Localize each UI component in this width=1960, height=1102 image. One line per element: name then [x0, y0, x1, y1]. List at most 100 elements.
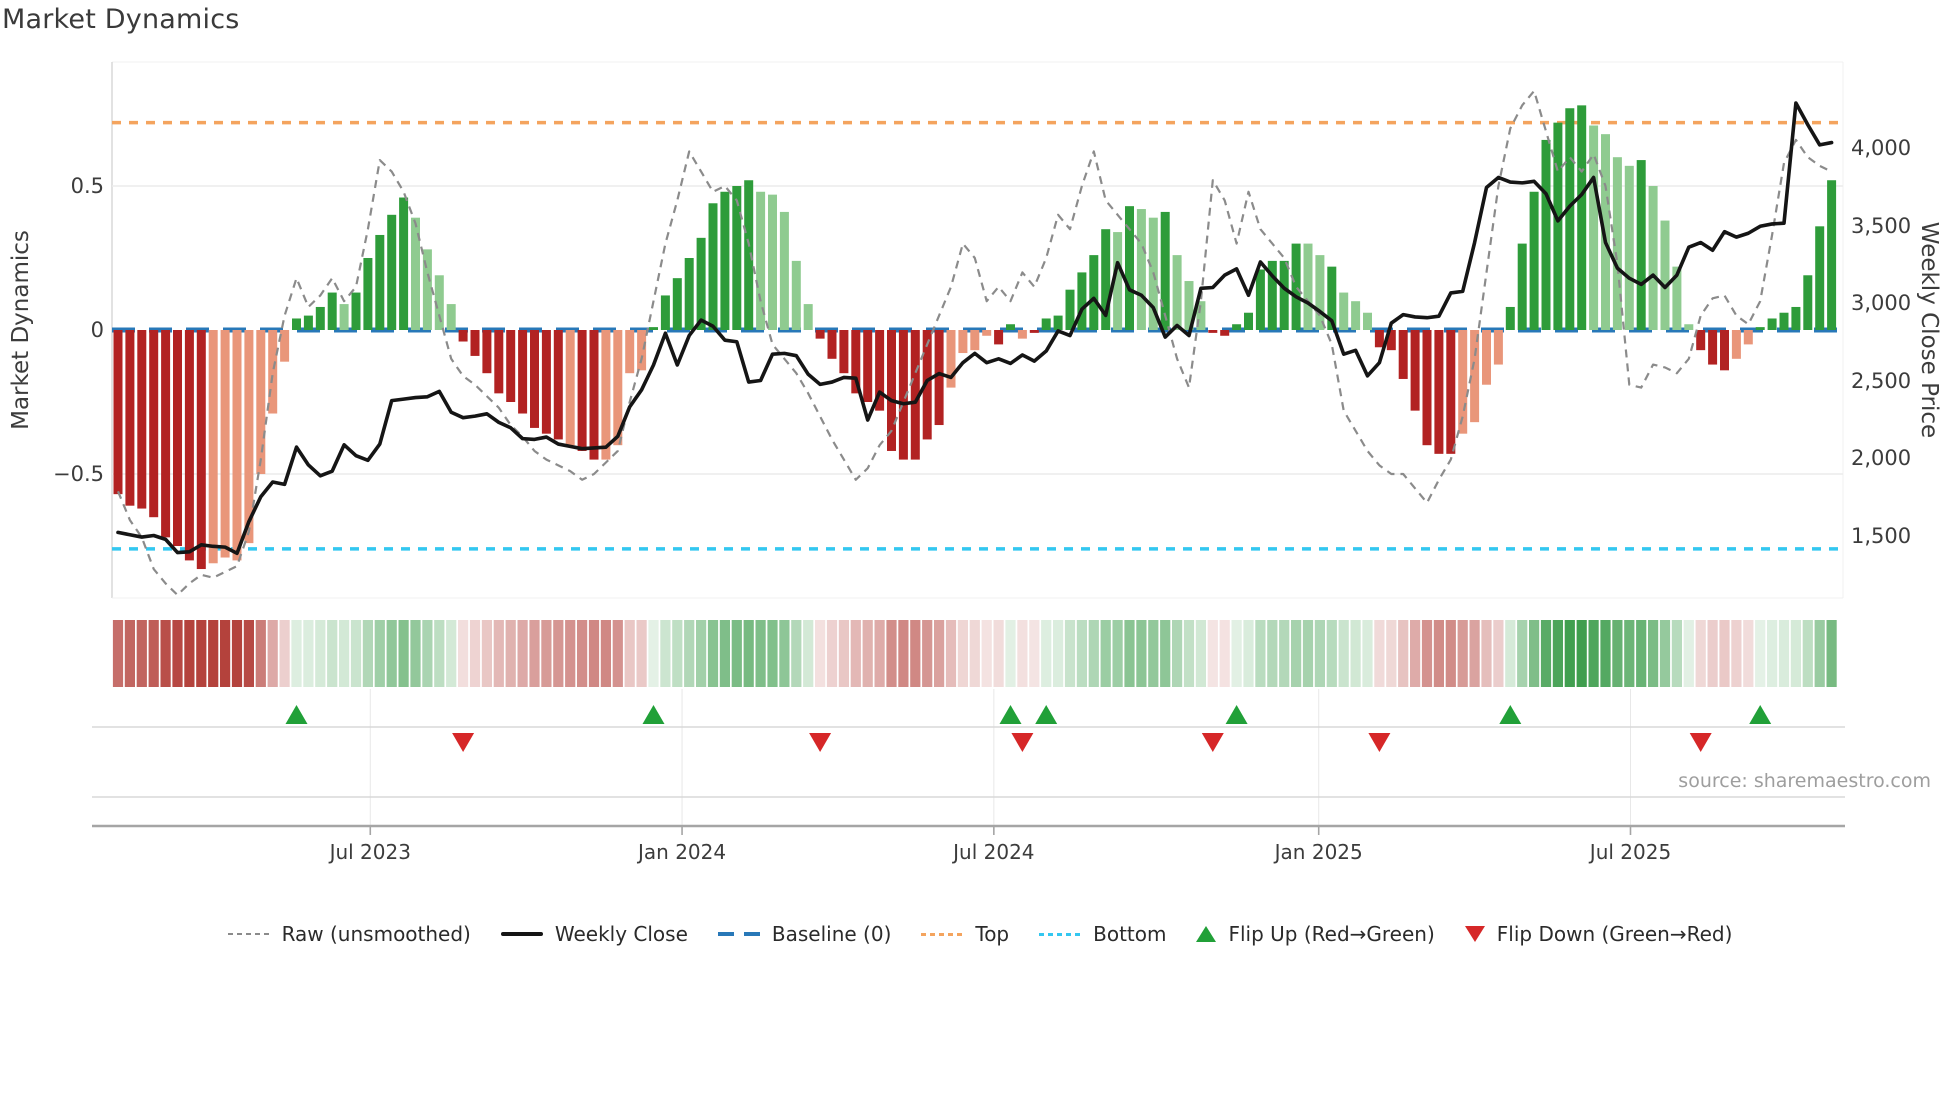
heatmap-cell	[1695, 620, 1706, 687]
legend-item-baseline: Baseline (0)	[717, 922, 891, 946]
oscillator-bar	[708, 203, 718, 330]
oscillator-bar	[1374, 330, 1384, 348]
oscillator-bar	[660, 295, 670, 330]
heatmap-cell	[220, 620, 231, 687]
heatmap-cell	[838, 620, 849, 687]
oscillator-bar	[958, 330, 968, 354]
oscillator-bar	[827, 330, 837, 359]
oscillator-bar	[898, 330, 908, 460]
oscillator-bar	[1113, 232, 1123, 330]
oscillator-bar	[1660, 220, 1670, 330]
oscillator-bar	[244, 330, 254, 544]
heatmap-cell	[208, 620, 219, 687]
oscillator-bar	[994, 330, 1004, 345]
oscillator-bar	[839, 330, 849, 374]
heatmap-cell	[993, 620, 1004, 687]
left-axis-tick-label: 0	[90, 318, 104, 342]
heatmap-cell	[767, 620, 778, 687]
heatmap-cell	[755, 620, 766, 687]
heatmap-cell	[624, 620, 635, 687]
heatmap-cell	[1386, 620, 1397, 687]
right-axis-tick-label: 4,000	[1851, 136, 1912, 160]
heatmap-cell	[315, 620, 326, 687]
heatmap-cell	[910, 620, 921, 687]
oscillator-bar	[363, 258, 373, 330]
heatmap-cell	[374, 620, 385, 687]
heatmap-cell	[1088, 620, 1099, 687]
heatmap-cell	[124, 620, 135, 687]
heatmap-cell	[339, 620, 350, 687]
oscillator-bar	[1160, 211, 1170, 330]
oscillator-bar	[1458, 330, 1468, 434]
weekly-close-line	[116, 101, 1834, 556]
heatmap-cell	[1600, 620, 1611, 687]
heatmap-cell	[1326, 620, 1337, 687]
oscillator-bar	[1196, 301, 1206, 330]
heatmap-cell	[1100, 620, 1111, 687]
oscillator-bar	[613, 330, 623, 446]
heatmap-cell	[148, 620, 159, 687]
heatmap-cell	[1767, 620, 1778, 687]
oscillator-bar	[411, 217, 420, 330]
oscillator-bar	[1053, 315, 1063, 330]
heatmap-cell	[446, 620, 457, 687]
oscillator-bar	[1827, 180, 1837, 330]
oscillator-bar	[375, 234, 385, 330]
heatmap-cell	[969, 620, 980, 687]
close-line-swatch	[500, 932, 543, 936]
oscillator-bar	[1648, 186, 1658, 330]
heatmap-cell	[803, 620, 814, 687]
heatmap-cell	[612, 620, 623, 687]
heatmap-cell	[184, 620, 195, 687]
oscillator-bar	[1351, 301, 1361, 330]
legend-label: Weekly Close	[554, 922, 688, 946]
oscillator-bar	[684, 258, 694, 330]
heatmap-cell	[386, 620, 397, 687]
heatmap-cell	[957, 620, 968, 687]
heatmap-cell	[172, 620, 183, 687]
flip-up-marker	[1749, 705, 1772, 724]
oscillator-bar	[137, 330, 147, 509]
heatmap-cell	[1731, 620, 1742, 687]
oscillator-bar	[577, 330, 587, 451]
oscillator-bar	[303, 315, 313, 330]
flip-up-marker	[1225, 705, 1248, 724]
legend-label: Raw (unsmoothed)	[281, 922, 471, 946]
oscillator-bar	[1041, 318, 1051, 330]
heatmap-cell	[791, 620, 802, 687]
flip-down-triangle-icon	[1464, 926, 1485, 942]
right-axis-tick-label: 3,500	[1851, 213, 1912, 238]
oscillator-bar	[1529, 191, 1539, 330]
oscillator-bar	[946, 330, 956, 388]
heatmap-cell	[1552, 620, 1563, 687]
flip-down-marker	[1689, 733, 1712, 752]
oscillator-bar	[1636, 160, 1646, 330]
heatmap-cell	[112, 620, 124, 687]
legend-label: Bottom	[1093, 922, 1167, 946]
heatmap-cell	[1410, 620, 1421, 687]
heatmap-cell	[1362, 620, 1373, 687]
heatmap-cell	[303, 620, 314, 687]
oscillator-bar	[1291, 243, 1301, 330]
heatmap-cell	[1469, 620, 1480, 687]
oscillator-bar	[1517, 243, 1527, 330]
heatmap-cell	[600, 620, 611, 687]
heatmap-cell	[517, 620, 528, 687]
oscillator-bar	[1565, 108, 1575, 331]
heatmap-cell	[636, 620, 647, 687]
legend-item-bottom: Bottom	[1039, 922, 1166, 946]
oscillator-bar	[1482, 330, 1491, 385]
heatmap-cell	[1314, 620, 1325, 687]
heatmap-cell	[136, 620, 147, 687]
heatmap-cell	[1124, 620, 1135, 687]
heatmap-cell	[1302, 620, 1314, 687]
oscillator-bar	[553, 330, 563, 440]
oscillator-bar	[434, 275, 444, 330]
heatmap-cell	[660, 620, 671, 687]
oscillator-bar	[1244, 312, 1253, 330]
heatmap-cell	[1374, 620, 1385, 687]
oscillator-bar	[1315, 255, 1325, 330]
heatmap-cell	[1659, 620, 1671, 687]
plot-area	[112, 89, 1843, 597]
